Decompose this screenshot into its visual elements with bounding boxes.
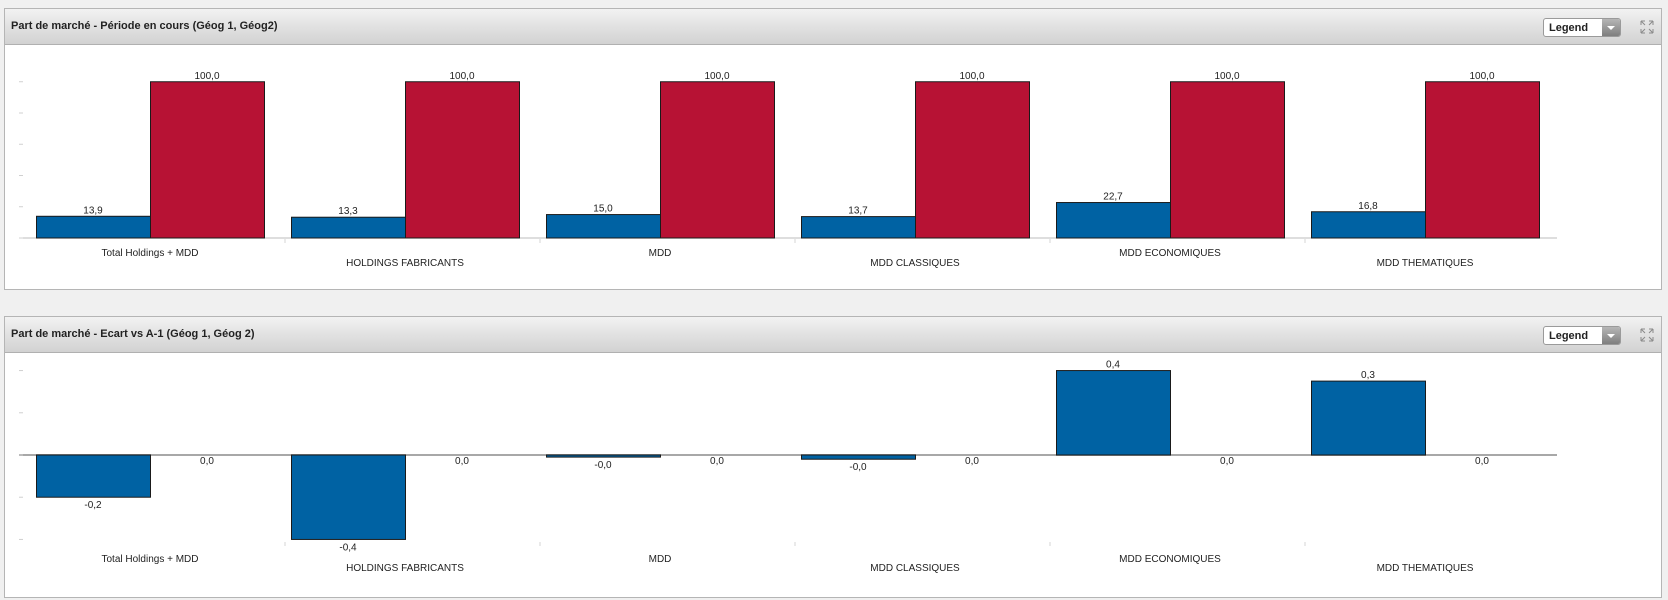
data-label: 0,0	[710, 456, 724, 467]
data-label: 100,0	[194, 71, 219, 82]
data-label: 13,9	[83, 205, 103, 216]
bar	[1425, 81, 1540, 239]
category-label: MDD CLASSIQUES	[870, 258, 960, 269]
expand-icon[interactable]	[1639, 20, 1655, 34]
panel-title: Part de marché - Ecart vs A-1 (Géog 1, G…	[11, 328, 255, 340]
expand-icon[interactable]	[1639, 328, 1655, 342]
panel-header: Part de marché - Période en cours (Géog …	[5, 9, 1661, 45]
category-label: MDD	[649, 554, 672, 565]
market-share-gap-panel: Part de marché - Ecart vs A-1 (Géog 1, G…	[4, 316, 1662, 598]
bar	[801, 454, 916, 460]
legend-dropdown[interactable]: Legend	[1543, 326, 1621, 345]
bar	[1311, 211, 1426, 239]
data-label: 16,8	[1358, 201, 1378, 212]
bar	[1311, 380, 1426, 456]
legend-dropdown-label: Legend	[1549, 330, 1589, 342]
panel-title: Part de marché - Période en cours (Géog …	[11, 20, 278, 32]
category-label: Total Holdings + MDD	[102, 248, 199, 259]
panel-header: Part de marché - Ecart vs A-1 (Géog 1, G…	[5, 317, 1661, 353]
data-label: 100,0	[449, 71, 474, 82]
chevron-down-icon[interactable]	[1602, 19, 1620, 36]
category-label: HOLDINGS FABRICANTS	[346, 258, 464, 269]
data-label: -0,2	[84, 500, 102, 511]
data-label: 15,0	[593, 204, 613, 215]
bar	[405, 81, 520, 239]
market-share-bar-chart: 13,9 100,0 Total Holdings + MDD 13,3 100,0 HO…	[19, 71, 1557, 269]
data-label: 0,0	[1475, 456, 1489, 467]
category-label: MDD ECONOMIQUES	[1119, 248, 1221, 259]
category-label: MDD THEMATIQUES	[1377, 258, 1474, 269]
data-label: 0,0	[965, 456, 979, 467]
bar	[1056, 202, 1171, 239]
data-label: 13,3	[338, 206, 358, 217]
category-label: MDD CLASSIQUES	[870, 563, 960, 574]
data-label: 0,0	[455, 456, 469, 467]
bar	[150, 81, 265, 239]
chevron-down-icon[interactable]	[1602, 327, 1620, 344]
bar	[801, 216, 916, 239]
category-label: MDD ECONOMIQUES	[1119, 554, 1221, 565]
bar	[660, 81, 775, 239]
data-label: -0,0	[594, 460, 612, 471]
bar	[36, 454, 151, 498]
market-share-panel: Part de marché - Période en cours (Géog …	[4, 8, 1662, 290]
bar	[546, 454, 661, 458]
data-label: 100,0	[704, 71, 729, 82]
legend-dropdown-label: Legend	[1549, 22, 1589, 34]
category-label: MDD	[649, 248, 672, 259]
category-label: HOLDINGS FABRICANTS	[346, 563, 464, 574]
data-label: -0,0	[849, 462, 867, 473]
market-share-gap-bar-chart: -0,2 0,0 Total Holdings + MDD -0,4 0,0 HOLDIN…	[19, 360, 1557, 574]
category-label: Total Holdings + MDD	[102, 554, 199, 565]
bar	[291, 454, 406, 540]
data-label: 0,4	[1106, 360, 1120, 371]
bar	[36, 215, 151, 239]
data-label: 100,0	[1469, 71, 1494, 82]
bar	[546, 214, 661, 239]
bar	[291, 216, 406, 239]
data-label: 13,7	[848, 206, 868, 217]
data-label: -0,4	[339, 542, 357, 553]
data-label: 100,0	[1214, 71, 1239, 82]
category-label: MDD THEMATIQUES	[1377, 563, 1474, 574]
data-label: 22,7	[1103, 192, 1123, 203]
bar	[915, 81, 1030, 239]
data-label: 0,0	[1220, 456, 1234, 467]
bar	[1170, 81, 1285, 239]
bar	[1056, 370, 1171, 456]
legend-dropdown[interactable]: Legend	[1543, 18, 1621, 37]
data-label: 0,3	[1361, 370, 1375, 381]
data-label: 0,0	[200, 456, 214, 467]
data-label: 100,0	[959, 71, 984, 82]
